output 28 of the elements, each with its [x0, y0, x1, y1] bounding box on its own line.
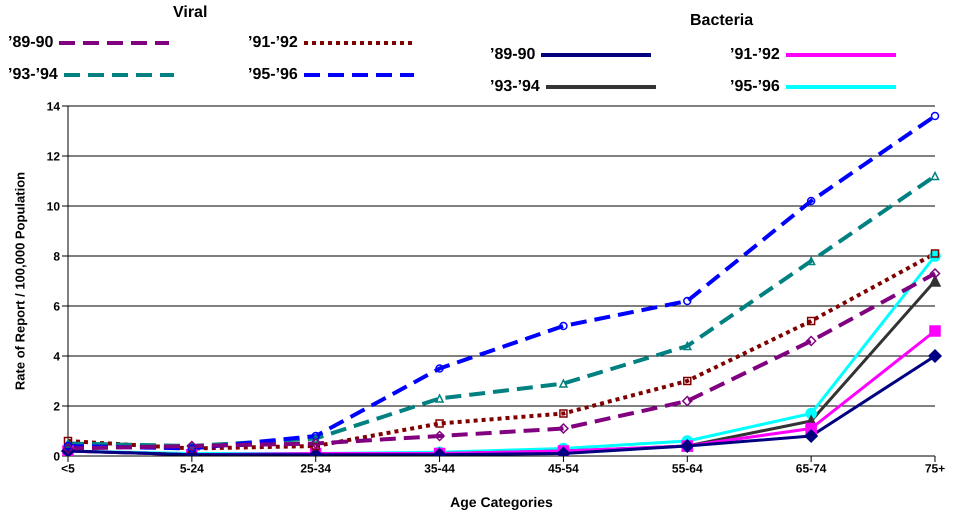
y-tick-label: 6 — [53, 299, 60, 314]
y-tick-label: 12 — [46, 149, 60, 164]
x-tick-label: 35-44 — [424, 462, 456, 476]
y-axis-title: Rate of Report / 100,000 Population — [12, 172, 28, 390]
legend-label: ’93-’94 — [8, 66, 58, 84]
legend-label: ’89-90 — [490, 46, 536, 64]
y-tick-label: 0 — [53, 449, 60, 464]
x-tick-label: <5 — [61, 462, 76, 476]
x-tick-label: 65-74 — [796, 462, 827, 476]
legend-label: ’89-90 — [8, 34, 54, 52]
x-tick-label: 5-24 — [180, 462, 204, 476]
legend-label: ’95-’96 — [730, 78, 780, 96]
legend-label: ’95-’96 — [248, 66, 298, 84]
x-tick-label: 25-34 — [300, 462, 332, 476]
x-tick-label: 45-54 — [548, 462, 580, 476]
x-tick-label: 55-64 — [672, 462, 703, 476]
y-tick-label: 14 — [46, 99, 60, 114]
y-tick-label: 4 — [53, 349, 60, 364]
x-tick-label: 75+ — [924, 462, 946, 476]
legend-label: ’91-’92 — [730, 46, 780, 64]
text: Viral — [173, 4, 208, 22]
y-tick-label: 2 — [53, 399, 60, 414]
legend-label: ’93-’94 — [490, 78, 540, 96]
x-axis-title: Age Categories — [450, 494, 554, 510]
y-tick-label: 10 — [46, 199, 60, 214]
legend-label: ’91-’92 — [248, 34, 298, 52]
text: Bacteria — [690, 12, 754, 30]
y-tick-label: 8 — [53, 249, 60, 264]
